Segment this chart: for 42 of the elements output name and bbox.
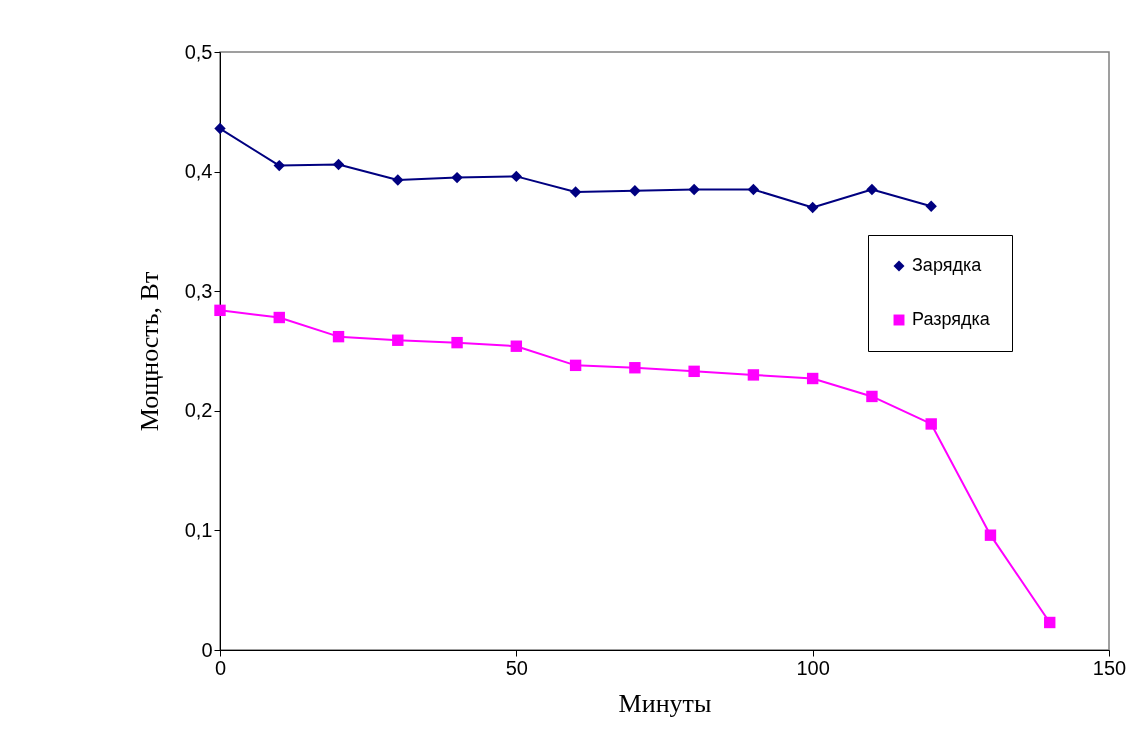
- y-tick-label: 0,1: [184, 518, 213, 541]
- point: [629, 362, 641, 374]
- point: [392, 174, 404, 186]
- y-axis-title: Мощность, Вт: [134, 271, 164, 432]
- x-tick-label: 0: [214, 656, 227, 679]
- point: [273, 311, 285, 324]
- point: [569, 186, 582, 198]
- point: [510, 170, 523, 183]
- point: [451, 171, 463, 184]
- point: [629, 185, 641, 197]
- legend-label: Зарядка: [912, 255, 983, 275]
- y-tick-label: 0,2: [184, 399, 213, 422]
- point: [866, 183, 878, 196]
- y-tick-label: 0,5: [184, 40, 213, 63]
- point: [214, 304, 226, 317]
- x-tick-label: 150: [1092, 656, 1127, 679]
- point: [451, 336, 463, 349]
- point: [806, 201, 819, 214]
- point: [806, 372, 819, 385]
- point: [925, 200, 937, 212]
- x-tick-label: 100: [796, 656, 830, 679]
- point: [214, 122, 226, 135]
- y-tick-label: 0: [201, 638, 213, 661]
- point: [273, 159, 285, 172]
- point: [688, 183, 700, 196]
- legend-label: Разрядка: [912, 309, 991, 329]
- y-tick-label: 0,4: [184, 160, 213, 183]
- point: [747, 183, 760, 196]
- point: [925, 418, 937, 430]
- point: [392, 334, 404, 346]
- point: [332, 330, 345, 343]
- x-tick-label: 50: [505, 656, 528, 679]
- x-axis-title: Минуты: [618, 688, 712, 718]
- y-tick-label: 0,3: [184, 279, 213, 302]
- point: [1044, 616, 1056, 629]
- point: [688, 365, 700, 378]
- point: [569, 359, 582, 372]
- point: [984, 529, 997, 541]
- point: [747, 369, 760, 381]
- point: [510, 340, 523, 352]
- point: [866, 390, 878, 403]
- point: [332, 158, 345, 171]
